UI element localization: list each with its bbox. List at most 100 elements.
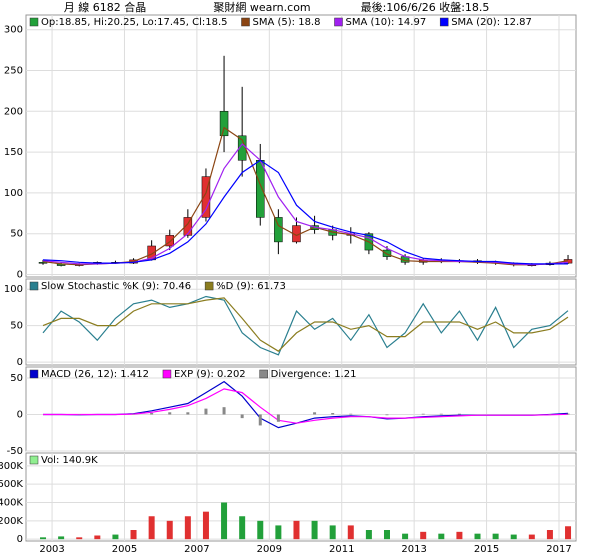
y-tick-label: 200 [4,106,23,117]
y-tick-label: 600K [0,479,23,490]
volume-bar [112,534,119,540]
legend-label: SMA (10): 14.97 [345,17,426,28]
legend-swatch [241,17,250,27]
chart-title: 月 線 6182 合晶 [64,0,146,14]
volume-bar [257,520,264,540]
y-tick-label: 0 [17,409,23,420]
x-tick-label: 2015 [474,544,499,555]
divergence-bar [276,414,280,422]
legend-swatch [204,281,214,291]
y-tick-label: 0 [17,534,23,545]
volume-bar [456,531,463,540]
y-tick-label: 50 [10,229,23,240]
legend-label: %D (9): 61.73 [216,281,286,292]
divergence-bar [439,413,443,415]
x-tick-label: 2005 [112,544,137,555]
divergence-bar [258,414,262,426]
volume-bar [76,537,83,540]
volume-bar [202,511,209,540]
volume-bar [148,516,155,540]
y-tick-label: 200K [0,516,23,527]
y-tick-label: 800K [0,461,23,472]
y-tick-label: 150 [4,147,23,158]
legend-label: Op:18.85, Hi:20.25, Lo:17.45, Cl:18.5 [41,17,228,28]
line [43,388,569,424]
y-tick-label: 0 [17,270,23,281]
legend-label: Vol: 140.9K [41,455,98,466]
volume-bar [546,530,553,540]
divergence-bar [421,413,425,415]
divergence-bar [240,414,244,419]
volume-bar [365,530,372,540]
divergence-bar [385,414,389,416]
volume-bar [293,520,300,540]
divergence-bar [222,407,226,415]
legend-label: Divergence: 1.21 [271,369,357,380]
panel-frame [25,278,577,366]
y-tick-label: 50 [10,321,23,332]
legend-swatch [162,369,172,379]
source: 聚財網 wearn.com [213,0,310,14]
divergence-bar [331,413,335,415]
x-tick-label: 2007 [184,544,209,555]
volume-bar [565,526,572,540]
x-tick-label: 2011 [329,544,354,555]
legend-label: MACD (26, 12): 1.412 [41,369,149,380]
volume-bar [94,535,101,540]
divergence-bar [349,413,353,415]
y-tick-label: 0 [17,357,23,368]
volume-bar [402,533,409,540]
legend-swatch [334,17,343,27]
legend-swatch [29,369,39,379]
candle-body [256,160,265,218]
x-tick-label: 2013 [401,544,426,555]
legend-swatch [259,369,268,379]
volume-bar [492,533,499,540]
y-tick-label: 400K [0,498,23,509]
y-tick-label: 50 [10,373,23,384]
divergence-bar [204,408,208,415]
candle-body [165,235,174,247]
legend-label: SMA (20): 12.87 [451,17,532,28]
volume-bar [239,516,246,540]
volume-bar [58,536,65,540]
volume-bar [528,534,535,540]
x-tick-label: 2009 [257,544,282,555]
divergence-bar [150,413,154,415]
line [42,297,569,352]
y-tick-label: 100 [4,188,23,199]
divergence-bar [168,412,172,415]
panel-frame [25,14,577,278]
legend-swatch [29,17,39,27]
panel-frame [25,452,577,542]
x-tick-label: 2017 [546,544,571,555]
divergence-bar [186,412,190,415]
divergence-bar [313,412,317,415]
divergence-bar [566,413,570,415]
volume-bar [474,533,481,540]
volume-bar [275,525,282,540]
candle-body [274,217,283,243]
volume-bar [438,533,445,540]
legend-swatch [29,455,39,465]
volume-bar [166,520,173,540]
volume-bar [221,502,228,540]
volume-bar [130,530,137,540]
y-tick-label: 300 [4,25,23,36]
y-tick-label: 100 [4,284,23,295]
volume-bar [510,534,517,540]
line [42,159,568,265]
volume-bar [311,520,318,540]
volume-bar [329,525,336,540]
volume-bar [420,531,427,540]
volume-bar [383,530,390,540]
candle-body [201,176,211,218]
line [42,126,569,266]
line [42,295,569,356]
legend-label: SMA (5): 18.8 [253,17,321,28]
candle-body [219,111,229,137]
candle-body [38,262,48,264]
volume-bar [347,525,354,540]
candle-body [382,249,392,257]
